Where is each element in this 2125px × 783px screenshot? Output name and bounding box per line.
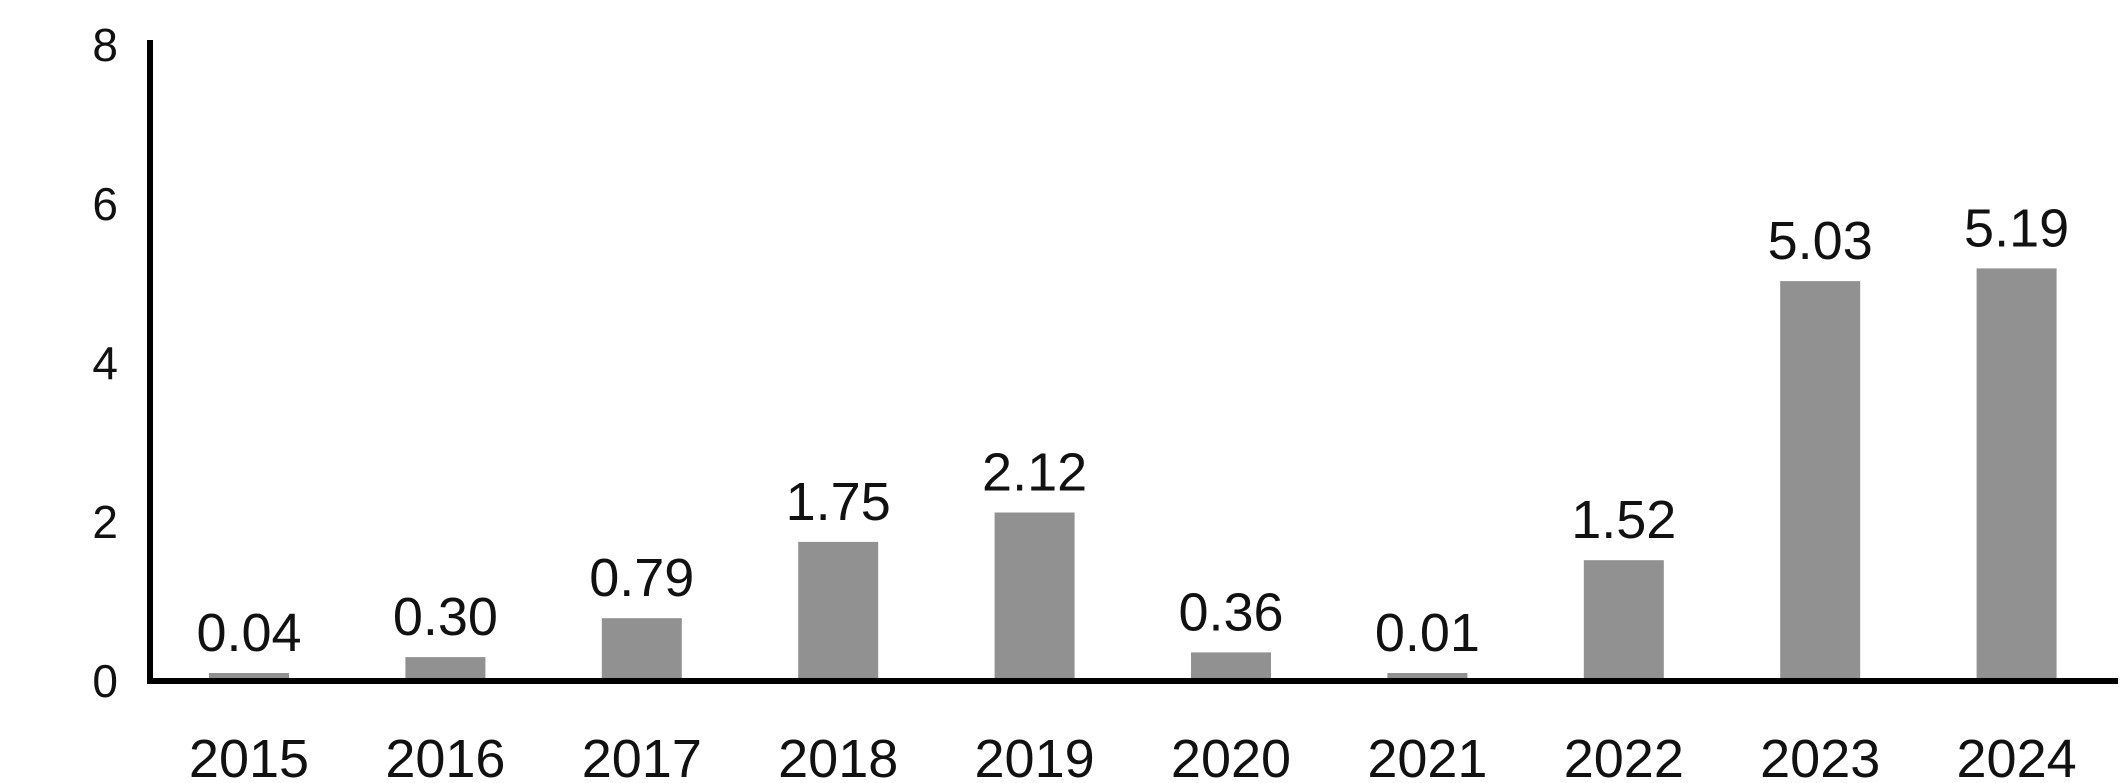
bar-2019 (994, 512, 1075, 681)
y-tick-label-0: 0 (92, 655, 118, 707)
data-label-2022: 1.52 (1571, 490, 1676, 550)
y-tick-label-8: 8 (92, 19, 118, 71)
data-label-2023: 5.03 (1768, 211, 1873, 271)
y-axis-ticks: 0 2 4 6 8 (92, 19, 118, 707)
bar-2021 (1387, 673, 1468, 681)
y-tick-label-4: 4 (92, 337, 118, 389)
data-label-2017: 0.79 (589, 548, 694, 608)
bars-layer (209, 268, 2057, 681)
bar-2020 (1191, 652, 1271, 681)
x-tick-label-2017: 2017 (582, 729, 702, 783)
bar-2024 (1976, 268, 2057, 681)
data-label-2024: 5.19 (1964, 198, 2069, 258)
x-tick-label-2016: 2016 (385, 729, 505, 783)
data-label-2019: 2.12 (982, 443, 1087, 503)
data-label-2018: 1.75 (786, 472, 891, 532)
bar-2022 (1583, 560, 1664, 681)
y-tick-label-6: 6 (92, 178, 118, 230)
x-tick-label-2023: 2023 (1760, 729, 1880, 783)
data-label-2015: 0.04 (196, 603, 301, 663)
x-tick-label-2021: 2021 (1367, 729, 1487, 783)
y-tick-label-2: 2 (92, 496, 118, 548)
bar-2017 (601, 618, 682, 681)
x-tick-label-2022: 2022 (1564, 729, 1684, 783)
data-label-2021: 0.01 (1375, 603, 1480, 663)
x-tick-label-2024: 2024 (1957, 729, 2077, 783)
x-tick-label-2019: 2019 (975, 729, 1095, 783)
data-label-2016: 0.30 (393, 587, 498, 647)
x-axis-ticks: 2015 2016 2017 2018 2019 2020 2021 2022 2023 2024 (189, 729, 2077, 783)
bar-2015 (209, 673, 289, 681)
bar-2023 (1780, 281, 1861, 681)
data-label-2020: 0.36 (1178, 582, 1283, 642)
bar-2018 (798, 541, 879, 681)
x-tick-label-2018: 2018 (778, 729, 898, 783)
x-tick-label-2020: 2020 (1171, 729, 1291, 783)
x-tick-label-2015: 2015 (189, 729, 309, 783)
data-labels-layer: 0.04 0.30 0.79 1.75 2.12 0.36 0.01 1.52 5.03 5.19 (196, 198, 2069, 663)
bar-2016 (405, 657, 486, 681)
